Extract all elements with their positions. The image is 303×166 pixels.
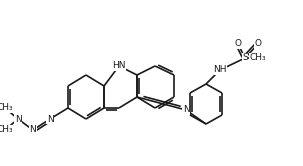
Text: N: N [183,106,189,115]
Text: NH: NH [213,66,227,75]
Text: CH₃: CH₃ [0,103,13,113]
Text: S: S [242,53,248,63]
Text: O: O [255,40,261,48]
Text: N: N [47,115,53,124]
Text: O: O [235,40,241,48]
Text: CH₃: CH₃ [250,53,266,63]
Text: HN: HN [112,61,126,71]
Text: CH₃: CH₃ [0,125,13,134]
Text: N: N [30,125,36,134]
Text: N: N [15,115,22,124]
